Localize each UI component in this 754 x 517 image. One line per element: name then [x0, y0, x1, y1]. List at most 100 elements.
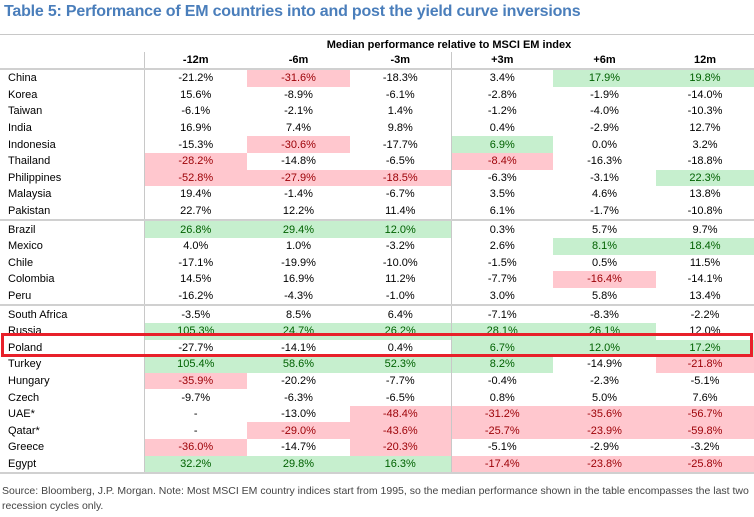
column-header: +6m: [553, 52, 656, 70]
value-cell: -8.9%: [284, 88, 313, 101]
table-row: Korea 15.6% -8.9% -6.1% -2.8% -1.9% -14.0%: [0, 86, 754, 104]
value-cell: 3.2%: [692, 138, 718, 151]
value-cell: -8.4%: [450, 152, 553, 170]
value-cell: -59.8%: [656, 422, 754, 440]
value-cell: 7.6%: [692, 391, 718, 404]
value-cell: -2.8%: [450, 86, 553, 104]
value-cell: -1.9%: [590, 88, 619, 101]
value-cell: 28.1%: [450, 322, 553, 340]
value-cell: 0.3%: [450, 220, 553, 238]
country-label: Turkey: [8, 358, 42, 371]
value-cell: -20.2%: [281, 374, 316, 387]
value-cell: -7.7%: [385, 374, 415, 387]
value-cell: -6.5%: [385, 391, 415, 404]
country-label: UAE*: [8, 408, 35, 421]
value-cell: -6.1%: [385, 88, 415, 101]
value-cell: -2.1%: [284, 105, 313, 118]
table-row: Indonesia -15.3% -30.6% -17.7% 6.9% 0.0% 3.2%: [0, 136, 754, 153]
value-cell: 12.2%: [247, 202, 350, 222]
country-label: Egypt: [0, 455, 144, 475]
country-label: Czech: [8, 391, 40, 404]
value-cell: -8.3%: [590, 308, 619, 321]
column-header: 12m: [656, 52, 754, 70]
value-cell: -0.4%: [450, 372, 553, 390]
table-row: Hungary -35.9% -20.2% -7.7% -0.4% -2.3% -5.1%: [0, 372, 754, 390]
value-cell: -7.1%: [450, 305, 553, 323]
value-cell: -18.8%: [687, 155, 723, 168]
value-cell: 12.7%: [689, 122, 721, 135]
table-row: South Africa -3.5% 8.5% 6.4% -7.1% -8.3% -2.2%: [0, 305, 754, 323]
value-cell: 11.4%: [350, 202, 451, 222]
value-cell: -3.2%: [385, 240, 415, 253]
value-cell: 105.4%: [143, 356, 247, 373]
table-row: Mexico 4.0% 1.0% -3.2% 2.6% 8.1% 18.4%: [0, 237, 754, 255]
value-cell: 7.4%: [285, 122, 312, 135]
country-label: Greece: [8, 441, 45, 454]
country-label: Philippines: [8, 171, 62, 184]
value-cell: 19.4%: [143, 186, 247, 203]
value-cell: 12.0%: [553, 339, 656, 357]
value-cell: 12.0%: [350, 220, 451, 238]
table-row: China -21.2% -31.6% -18.3% 3.4% 17.9% 19.8%: [0, 69, 754, 87]
value-cell: 58.6%: [247, 356, 350, 373]
country-label: Peru: [0, 287, 144, 307]
value-cell: -5.1%: [690, 374, 720, 387]
country-label: India: [8, 122, 32, 135]
value-cell: 3.0%: [450, 287, 553, 307]
table-row: Chile -17.1% -19.9% -10.0% -1.5% 0.5% 11.5%: [0, 254, 754, 272]
title-divider: [0, 34, 754, 35]
table-row: Egypt 32.2% 29.8% 16.3% -17.4% -23.8% -25.8%: [0, 455, 754, 475]
value-cell: 3.5%: [450, 186, 553, 203]
table-row: Qatar* - -29.0% -43.6% -25.7% -23.9% -59.8%: [0, 422, 754, 440]
value-cell: -27.9%: [247, 169, 350, 187]
value-cell: 22.7%: [143, 202, 247, 222]
value-cell: -: [143, 422, 247, 440]
value-cell: 13.4%: [656, 287, 754, 307]
value-cell: -6.5%: [385, 155, 415, 168]
table-row: Brazil 26.8% 29.4% 12.0% 0.3% 5.7% 9.7%: [0, 220, 754, 238]
value-cell: -2.2%: [690, 308, 720, 321]
value-cell: 52.3%: [350, 356, 451, 373]
value-cell: -14.0%: [687, 88, 723, 101]
value-cell: -13.0%: [281, 408, 316, 421]
value-cell: -6.3%: [284, 391, 313, 404]
value-cell: 11.2%: [385, 273, 416, 286]
country-label: Taiwan: [8, 105, 43, 118]
column-header-country: [0, 52, 144, 70]
value-cell: 15.6%: [143, 86, 247, 104]
value-cell: 18.4%: [656, 237, 754, 255]
value-cell: -17.4%: [450, 455, 553, 475]
value-cell: -1.4%: [284, 188, 313, 201]
value-cell: 19.8%: [656, 69, 754, 87]
source-note: Source: Bloomberg, J.P. Morgan. Note: Mo…: [2, 485, 749, 512]
value-cell: -16.4%: [553, 271, 656, 288]
value-cell: -4.0%: [590, 105, 619, 118]
value-cell: -36.0%: [143, 439, 247, 456]
value-cell: -23.8%: [553, 455, 656, 475]
country-label: Chile: [8, 256, 34, 269]
value-cell: 12.0%: [689, 325, 721, 338]
value-cell: -21.8%: [656, 356, 754, 373]
value-cell: 6.1%: [450, 202, 553, 222]
table-row: Greece -36.0% -14.7% -20.3% -5.1% -2.9% -3.2%: [0, 439, 754, 456]
column-header-row: -12m -6m -3m +3m +6m 12m: [0, 52, 754, 70]
country-label: Colombia: [8, 273, 55, 286]
value-cell: -3.2%: [690, 441, 720, 454]
value-cell: -31.2%: [450, 405, 553, 423]
value-cell: 6.4%: [387, 308, 413, 321]
value-cell: -19.9%: [281, 256, 316, 269]
country-label: China: [8, 72, 37, 85]
country-label: Russia: [8, 325, 42, 338]
value-cell: -3.5%: [143, 305, 247, 323]
value-cell: 0.0%: [591, 138, 618, 151]
value-cell: -4.3%: [247, 287, 350, 307]
value-cell: 24.7%: [247, 322, 350, 340]
value-cell: 1.0%: [285, 240, 312, 253]
value-cell: -18.3%: [382, 72, 418, 85]
country-label: Brazil: [8, 223, 36, 236]
value-cell: 0.4%: [450, 119, 553, 137]
value-cell: 2.6%: [450, 237, 553, 255]
table-row: Taiwan -6.1% -2.1% 1.4% -1.2% -4.0% -10.3%: [0, 103, 754, 120]
country-label: Thailand: [8, 155, 51, 168]
country-label: Malaysia: [8, 188, 52, 201]
